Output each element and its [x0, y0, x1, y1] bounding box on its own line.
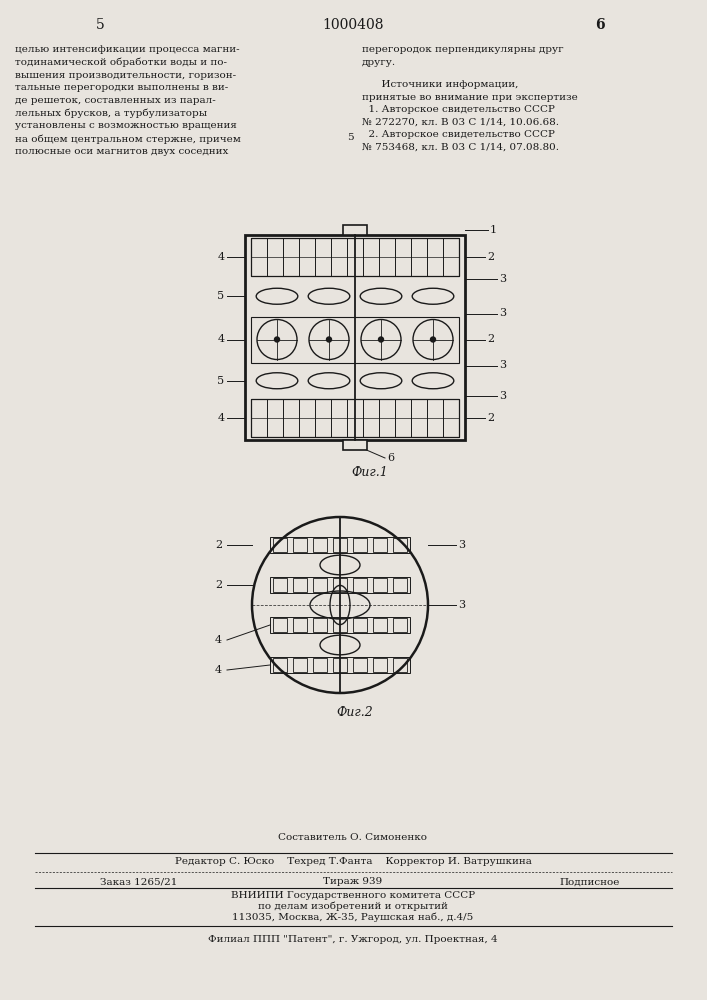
Circle shape	[327, 337, 332, 342]
Bar	[270, 577, 410, 593]
Text: 4: 4	[215, 665, 222, 675]
Bar	[270, 657, 410, 673]
Text: Редактор С. Юско    Техред Т.Фанта    Корректор И. Ватрушкина: Редактор С. Юско Техред Т.Фанта Корректо…	[175, 856, 532, 865]
Bar	[251, 316, 459, 362]
Text: 2: 2	[487, 252, 494, 262]
Bar	[270, 617, 410, 633]
Text: 3: 3	[499, 274, 506, 284]
Bar	[273, 578, 287, 592]
Text: 5: 5	[95, 18, 105, 32]
Text: 1: 1	[490, 225, 497, 235]
Bar	[393, 618, 407, 632]
Bar	[373, 658, 387, 672]
Text: перегородок перпендикулярны друг: перегородок перпендикулярны друг	[362, 45, 563, 54]
Bar	[393, 658, 407, 672]
Text: 4: 4	[218, 334, 225, 344]
Text: 113035, Москва, Ж-35, Раушская наб., д.4/5: 113035, Москва, Ж-35, Раушская наб., д.4…	[233, 912, 474, 922]
Bar	[333, 618, 347, 632]
Bar	[354, 538, 367, 552]
Text: целью интенсификации процесса магни-
тодинамической обработки воды и по-
вышения: целью интенсификации процесса магни- тод…	[15, 45, 241, 156]
Text: 3: 3	[458, 540, 465, 550]
Text: 1000408: 1000408	[322, 18, 384, 32]
Text: Тираж 939: Тираж 939	[323, 878, 382, 886]
Bar	[373, 618, 387, 632]
Text: по делам изобретений и открытий: по делам изобретений и открытий	[258, 901, 448, 911]
Text: 5: 5	[346, 132, 354, 141]
Text: 2: 2	[487, 334, 494, 344]
Text: 3: 3	[458, 600, 465, 610]
Text: 2: 2	[215, 580, 222, 590]
Bar	[393, 538, 407, 552]
Text: Фиг.1: Фиг.1	[351, 466, 388, 479]
Bar	[293, 618, 307, 632]
Bar	[293, 658, 307, 672]
Bar	[293, 578, 307, 592]
Text: 4: 4	[215, 635, 222, 645]
Text: Фиг.2: Фиг.2	[337, 706, 373, 720]
Bar	[343, 440, 367, 450]
Circle shape	[431, 337, 436, 342]
Bar	[251, 238, 459, 276]
Bar	[313, 658, 327, 672]
Bar	[313, 618, 327, 632]
Text: ВНИИПИ Государственного комитета СССР: ВНИИПИ Государственного комитета СССР	[231, 890, 475, 900]
Circle shape	[274, 337, 279, 342]
Bar	[354, 578, 367, 592]
Text: другу.: другу.	[362, 58, 396, 67]
Bar	[354, 618, 367, 632]
Text: 6: 6	[595, 18, 604, 32]
Text: Источники информации,
принятые во внимание при экспертизе
  1. Авторское свидете: Источники информации, принятые во вниман…	[362, 80, 578, 151]
Bar	[393, 578, 407, 592]
Bar	[273, 658, 287, 672]
Bar	[343, 225, 367, 235]
Bar	[273, 618, 287, 632]
Bar	[333, 658, 347, 672]
Text: Филиал ППП "Патент", г. Ужгород, ул. Проектная, 4: Филиал ППП "Патент", г. Ужгород, ул. Про…	[208, 936, 498, 944]
Text: Подписное: Подписное	[560, 878, 620, 886]
Bar	[333, 538, 347, 552]
Text: 5: 5	[218, 291, 225, 301]
Text: 3: 3	[499, 360, 506, 370]
Bar	[373, 578, 387, 592]
Bar	[251, 399, 459, 437]
Text: Составитель О. Симоненко: Составитель О. Симоненко	[279, 832, 428, 842]
Bar	[333, 578, 347, 592]
Text: 6: 6	[387, 453, 394, 463]
Text: Заказ 1265/21: Заказ 1265/21	[100, 878, 177, 886]
Text: 4: 4	[218, 252, 225, 262]
Bar	[313, 578, 327, 592]
Bar	[245, 235, 465, 440]
Bar	[354, 658, 367, 672]
Bar	[373, 538, 387, 552]
Bar	[270, 537, 410, 553]
Text: 3: 3	[499, 391, 506, 401]
Text: 5: 5	[218, 376, 225, 386]
Circle shape	[378, 337, 383, 342]
Text: 4: 4	[218, 413, 225, 423]
Bar	[313, 538, 327, 552]
Text: 2: 2	[215, 540, 222, 550]
Bar	[273, 538, 287, 552]
Bar	[293, 538, 307, 552]
Text: 3: 3	[499, 308, 506, 318]
Text: 2: 2	[487, 413, 494, 423]
